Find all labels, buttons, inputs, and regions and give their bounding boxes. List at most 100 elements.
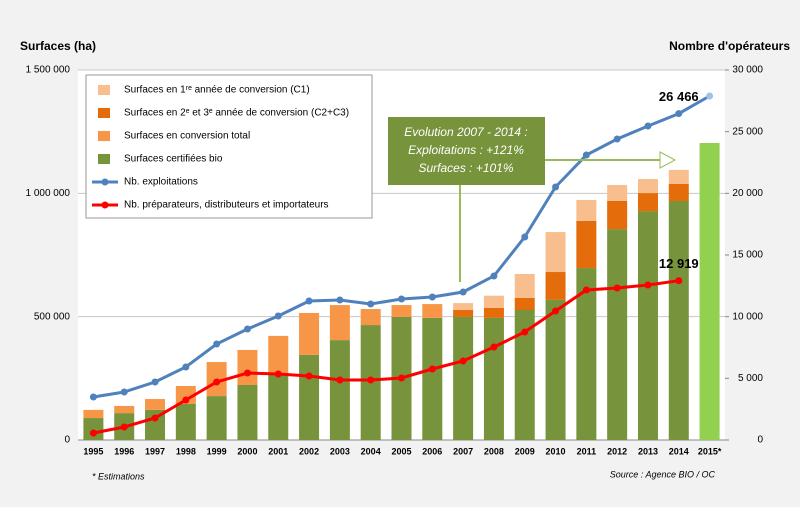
point — [644, 281, 652, 289]
bar — [360, 309, 381, 326]
source: Source : Agence BIO / OC — [610, 469, 716, 479]
x-tick-label: 2013 — [638, 446, 658, 456]
arrow-head — [659, 151, 677, 169]
x-tick-label: 2000 — [237, 446, 257, 456]
y-axis-title: Surfaces (ha) — [20, 39, 96, 53]
legend-label: Surfaces en 1ʳᵉ année de conversion (C1) — [124, 85, 310, 96]
point — [459, 357, 467, 365]
bar — [483, 295, 504, 308]
x-tick-label: 2003 — [330, 446, 350, 456]
point — [675, 277, 683, 285]
bar — [576, 220, 597, 269]
data-label: 12 919 — [659, 256, 699, 271]
x-tick-label: 2002 — [299, 446, 319, 456]
point — [490, 343, 498, 351]
bar — [483, 317, 504, 440]
point — [706, 92, 714, 100]
x-tick-label: 1996 — [114, 446, 134, 456]
point — [89, 393, 97, 401]
bar — [299, 354, 320, 440]
bar — [545, 299, 566, 440]
bar — [145, 409, 166, 440]
x-tick-label: 2015* — [698, 446, 722, 456]
point — [89, 429, 97, 437]
point — [675, 110, 683, 118]
point — [582, 286, 590, 294]
bar — [576, 199, 597, 221]
point — [274, 312, 282, 320]
point — [305, 297, 313, 305]
bar — [637, 179, 658, 194]
bar — [268, 335, 289, 373]
bar — [175, 403, 196, 440]
annotation-text: Exploitations : +121% — [408, 143, 524, 157]
legend-swatch — [98, 85, 110, 95]
y2-tick-label: 15 000 — [732, 250, 763, 261]
y-tick-label: 1 500 000 — [26, 65, 71, 76]
y-tick-label: 0 — [64, 435, 70, 446]
bar — [175, 385, 196, 404]
line — [93, 279, 680, 435]
annotation-text: Evolution 2007 - 2014 : — [404, 125, 527, 139]
point — [274, 370, 282, 378]
point — [613, 135, 621, 143]
bar — [453, 303, 474, 311]
y2-tick-label: 30 000 — [732, 65, 763, 76]
point — [213, 378, 221, 386]
point — [243, 369, 251, 377]
bar — [145, 399, 166, 410]
legend-label: Nb. préparateurs, distributeurs et impor… — [124, 200, 329, 211]
point — [428, 365, 436, 373]
bar — [114, 405, 135, 414]
legend-label: Surfaces certifiées bio — [124, 154, 223, 165]
point — [243, 325, 251, 333]
x-tick-label: 2014 — [669, 446, 689, 456]
bar — [453, 316, 474, 440]
y2-tick-label: 20 000 — [732, 188, 763, 199]
bar — [453, 310, 474, 317]
point — [613, 284, 621, 292]
point — [582, 151, 590, 159]
bar — [422, 317, 443, 440]
x-tick-label: 2008 — [484, 446, 504, 456]
point — [459, 288, 467, 296]
legend-swatch — [98, 108, 110, 118]
y2-tick-label: 25 000 — [732, 126, 763, 137]
x-tick-label: 2001 — [268, 446, 288, 456]
x-tick-label: 1995 — [83, 446, 103, 456]
x-tick-label: 1999 — [207, 446, 227, 456]
bar — [514, 310, 535, 440]
bar — [637, 211, 658, 440]
point — [367, 376, 375, 384]
legend-box — [85, 74, 373, 219]
bar — [668, 183, 689, 201]
y2-axis-title: Nombre d'opérateurs — [669, 39, 790, 53]
legend-label: Surfaces en conversion total — [124, 131, 250, 142]
legend: Surfaces en 1ʳᵉ année de conversion (C1)… — [85, 74, 373, 219]
point — [182, 363, 190, 371]
bar — [514, 273, 535, 298]
point — [120, 388, 128, 396]
point — [367, 300, 375, 308]
point — [398, 374, 405, 382]
x-tick-label: 1997 — [145, 446, 165, 456]
bar — [422, 304, 443, 318]
point — [336, 296, 344, 304]
point — [552, 183, 560, 191]
point — [182, 396, 190, 404]
point — [336, 376, 344, 384]
point — [305, 372, 313, 380]
x-tick-label: 2010 — [546, 446, 566, 456]
bar — [576, 268, 597, 440]
legend-swatch — [98, 154, 110, 164]
point — [120, 423, 128, 431]
x-tick-label: 2005 — [391, 446, 411, 456]
bar — [329, 305, 350, 341]
point — [151, 378, 159, 386]
bar — [607, 200, 628, 230]
point — [521, 328, 529, 336]
x-tick-label: 2011 — [577, 446, 597, 456]
bar — [668, 169, 689, 184]
x-tick-label: 2009 — [515, 446, 535, 456]
legend-label: Nb. exploitations — [124, 177, 198, 188]
